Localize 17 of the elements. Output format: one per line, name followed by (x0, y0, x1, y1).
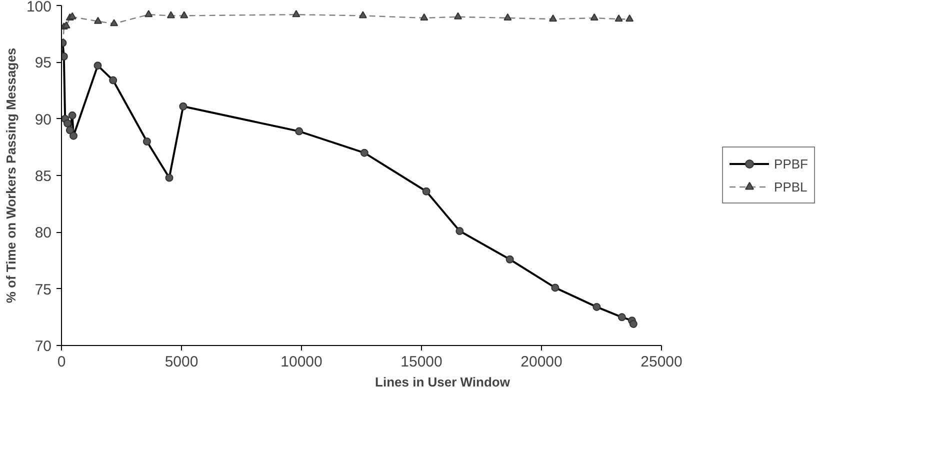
y-tick-label: 95 (34, 54, 52, 72)
x-axis-title: Lines in User Window (375, 374, 511, 390)
x-tick-label: 15000 (400, 354, 442, 370)
y-axis-title: % of Time on Workers Passing Messages (3, 48, 18, 304)
y-tick-label: 75 (34, 281, 52, 298)
x-tick-label: 20000 (520, 354, 562, 370)
x-tick-label: 0 (57, 354, 66, 370)
legend-label: PPBF (774, 156, 808, 171)
y-tick-label: 100 (26, 0, 52, 16)
y-tick-label: 80 (34, 224, 52, 242)
x-tick-label: 25000 (640, 354, 682, 370)
legend-label: PPBL (774, 179, 808, 194)
y-tick-label: 90 (34, 111, 52, 128)
x-tick-label: 5000 (164, 354, 198, 370)
x-tick-label: 10000 (280, 354, 322, 370)
y-tick-label: 85 (34, 168, 52, 185)
y-tick-label: 70 (34, 338, 52, 355)
